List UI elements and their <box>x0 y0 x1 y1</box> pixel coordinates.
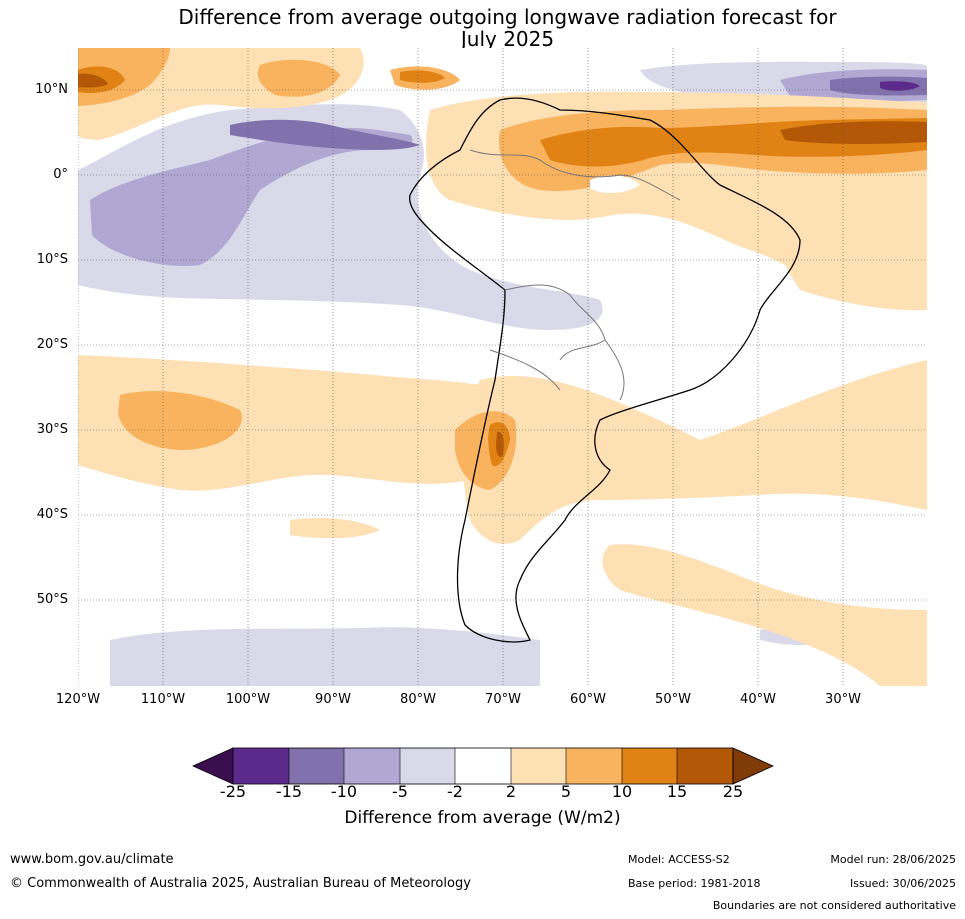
lat-label-0: 0° <box>53 167 68 182</box>
boundaries-note: Boundaries are not considered authoritat… <box>712 899 956 912</box>
lon-label-50w: 50°W <box>655 692 691 707</box>
lat-label-10n: 10°N <box>35 82 68 97</box>
colorbar <box>192 747 774 785</box>
colorbar-tick: -2 <box>447 782 463 801</box>
model-name: Model: ACCESS-S2 <box>628 853 730 866</box>
pos-anomaly-south-atlantic <box>463 360 927 544</box>
pos-anomaly-south-pacific <box>78 355 480 491</box>
lon-label-70w: 70°W <box>485 692 521 707</box>
lat-label-40s: 40°S <box>36 507 68 522</box>
lat-label-30s: 30°S <box>36 422 68 437</box>
lon-label-40w: 40°W <box>740 692 776 707</box>
colorbar-label: Difference from average (W/m2) <box>344 808 621 828</box>
colorbar-tick: 25 <box>722 782 744 801</box>
copyright-text: © Commonwealth of Australia 2025, Austra… <box>10 876 471 891</box>
base-period: Base period: 1981-2018 <box>628 877 761 890</box>
issued-date: Issued: 30/06/2025 <box>849 877 956 890</box>
colorbar-tick: -10 <box>330 782 358 801</box>
lon-label-90w: 90°W <box>315 692 351 707</box>
colorbar-tick: 10 <box>611 782 633 801</box>
lon-label-120w: 120°W <box>55 692 101 707</box>
lon-label-80w: 80°W <box>400 692 436 707</box>
lon-label-100w: 100°W <box>225 692 271 707</box>
lat-label-20s: 20°S <box>36 337 68 352</box>
south-america-outline <box>409 97 801 643</box>
colorbar-arrow-high <box>732 747 774 785</box>
site-link[interactable]: www.bom.gov.au/climate <box>10 852 174 867</box>
model-run-date: Model run: 28/06/2025 <box>830 853 956 866</box>
colorbar-tick: -25 <box>219 782 247 801</box>
colorbar-tick: 2 <box>505 782 517 801</box>
neg-anomaly-pacific-core <box>90 127 413 266</box>
colorbar-tick: -15 <box>275 782 303 801</box>
lat-label-50s: 50°S <box>36 592 68 607</box>
lon-label-30w: 30°W <box>825 692 861 707</box>
colorbar-tick: 5 <box>560 782 572 801</box>
lon-label-60w: 60°W <box>570 692 606 707</box>
neg-anomaly-southern <box>110 627 540 686</box>
colorbar-tick: 15 <box>666 782 688 801</box>
colorbar-tick: -5 <box>392 782 408 801</box>
lon-label-110w: 110°W <box>140 692 186 707</box>
colorbar-ticks: -25 -15 -10 -5 -2 2 5 10 15 25 <box>0 782 965 802</box>
colorbar-arrow-low <box>192 747 234 785</box>
map-subtitle: July 2025 <box>460 27 555 51</box>
map-title: Difference from average outgoing longwav… <box>178 5 837 29</box>
lat-label-10s: 10°S <box>36 252 68 267</box>
